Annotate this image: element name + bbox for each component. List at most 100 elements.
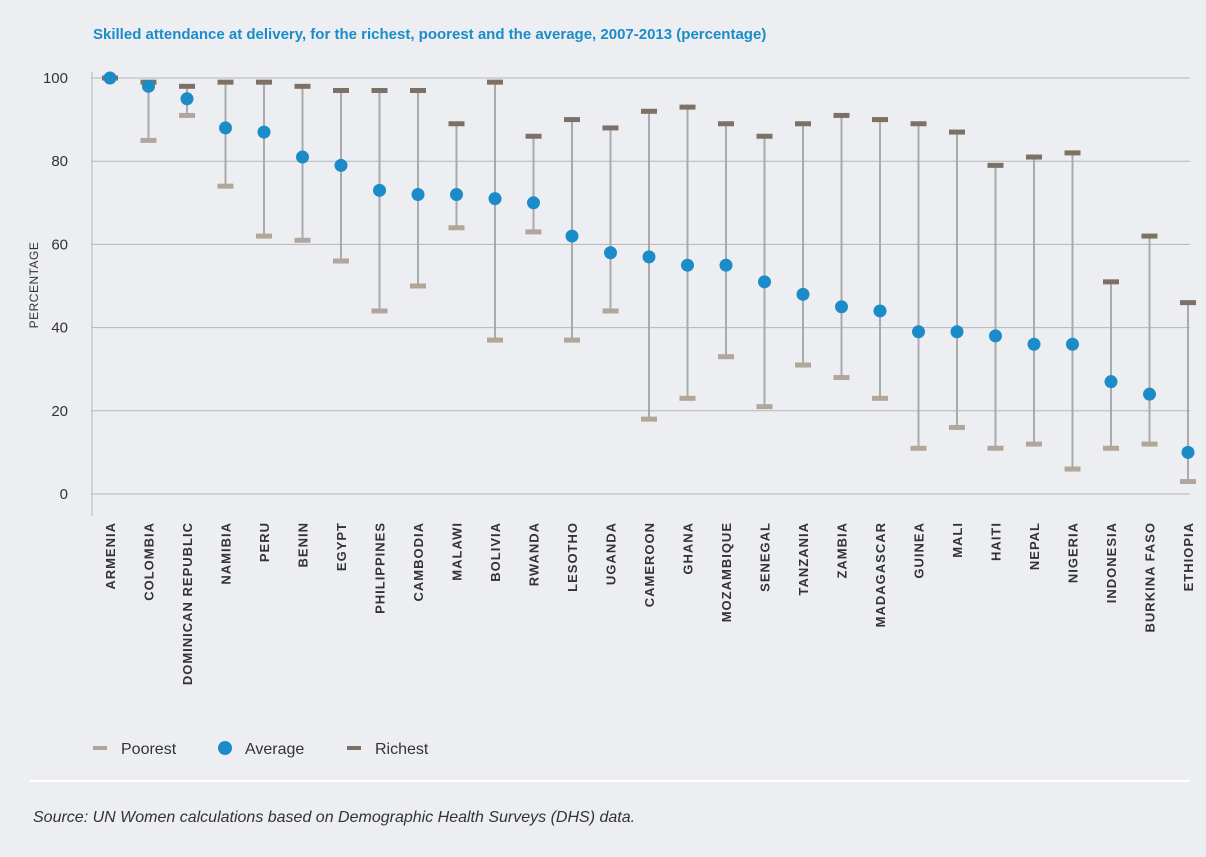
- legend-poorest-label: Poorest: [121, 741, 177, 758]
- poorest-mark-nigeria: [1064, 466, 1081, 472]
- x-tick-label-armenia: ARMENIA: [103, 522, 118, 590]
- average-point-namibia: [219, 121, 232, 135]
- grid-lines: [91, 72, 1190, 516]
- x-tick-label-egypt: EGYPT: [334, 522, 349, 571]
- x-tick-label-namibia: NAMIBIA: [219, 522, 234, 585]
- average-point-senegal: [758, 275, 771, 289]
- x-tick-label-haiti: HAITI: [989, 522, 1004, 561]
- chart-title: Skilled attendance at delivery, for the …: [93, 26, 766, 43]
- richest-mark-ethiopia: [1180, 300, 1196, 306]
- richest-mark-nepal: [1026, 154, 1042, 160]
- richest-mark-senegal: [756, 133, 773, 139]
- average-point-malawi: [450, 187, 463, 201]
- poorest-mark-malawi: [448, 225, 465, 231]
- poorest-mark-madagascar: [872, 395, 888, 401]
- x-tick-label-rwanda: RWANDA: [527, 522, 542, 586]
- richest-mark-mozambique: [718, 121, 734, 127]
- average-point-dominican-republic: [180, 92, 194, 106]
- richest-mark-benin: [294, 83, 311, 89]
- poorest-mark-mali: [949, 424, 965, 430]
- x-tick-label-tanzania: TANZANIA: [796, 522, 811, 595]
- poorest-mark-burkina-faso: [1141, 441, 1158, 447]
- average-point-armenia: [103, 71, 117, 85]
- x-tick-label-indonesia: INDONESIA: [1104, 522, 1119, 603]
- poorest-mark-ghana: [679, 395, 696, 401]
- y-tick-label-40: 40: [51, 320, 68, 337]
- poorest-mark-egypt: [333, 258, 349, 264]
- average-point-lesotho: [565, 229, 579, 243]
- legend-item-poorest: Poorest: [93, 741, 177, 758]
- poorest-mark-mozambique: [718, 354, 734, 360]
- richest-mark-guinea: [910, 121, 927, 127]
- average-point-ghana: [681, 258, 694, 272]
- legend-richest-swatch: [347, 746, 361, 750]
- poorest-mark-colombia: [140, 137, 157, 143]
- y-tick-label-100: 100: [43, 70, 68, 87]
- richest-mark-ghana: [679, 104, 696, 110]
- richest-mark-malawi: [448, 121, 465, 127]
- y-axis-label: PERCENTAGE: [27, 242, 41, 329]
- poorest-mark-philippines: [371, 308, 388, 314]
- richest-mark-cameroon: [641, 108, 657, 114]
- x-tick-label-zambia: ZAMBIA: [835, 522, 850, 579]
- richest-mark-mali: [949, 129, 965, 135]
- x-tick-label-peru: PERU: [257, 522, 272, 562]
- average-point-mali: [950, 325, 964, 339]
- y-tick-label-20: 20: [51, 403, 68, 420]
- richest-mark-uganda: [602, 125, 619, 131]
- poorest-mark-senegal: [756, 404, 773, 410]
- average-point-nepal: [1027, 337, 1041, 351]
- x-tick-label-mali: MALI: [950, 522, 965, 558]
- y-tick-label-80: 80: [51, 153, 68, 170]
- poorest-mark-uganda: [602, 308, 619, 314]
- average-point-benin: [296, 150, 309, 164]
- richest-mark-namibia: [217, 79, 234, 85]
- richest-mark-haiti: [987, 162, 1004, 168]
- poorest-mark-bolivia: [487, 337, 503, 343]
- y-tick-labels: 0 20 40 60 80 100: [43, 70, 68, 503]
- legend-item-average: Average: [218, 741, 304, 758]
- x-tick-label-ghana: GHANA: [681, 522, 696, 575]
- average-point-nigeria: [1066, 337, 1079, 351]
- average-point-madagascar: [873, 304, 887, 318]
- average-point-bolivia: [488, 192, 502, 206]
- average-point-cambodia: [411, 187, 425, 201]
- x-tick-label-cameroon: CAMEROON: [642, 522, 657, 607]
- y-tick-label-0: 0: [60, 486, 68, 503]
- average-point-ethiopia: [1181, 445, 1195, 459]
- average-point-colombia: [142, 79, 155, 93]
- richest-mark-cambodia: [410, 87, 426, 93]
- average-point-philippines: [373, 183, 386, 197]
- average-point-haiti: [989, 329, 1002, 343]
- x-tick-labels: ARMENIA COLOMBIA DOMINICAN REPUBLIC NAMIBIA…: [103, 522, 1196, 685]
- x-tick-label-nepal: NEPAL: [1027, 522, 1042, 570]
- range-lines: [147, 82, 1189, 482]
- y-tick-label-60: 60: [51, 236, 68, 253]
- richest-mark-indonesia: [1103, 279, 1119, 285]
- legend-average-swatch: [218, 741, 232, 755]
- x-tick-label-burkina-faso: BURKINA FASO: [1143, 522, 1158, 632]
- legend-average-label: Average: [245, 741, 304, 758]
- poorest-mark-guinea: [910, 445, 927, 451]
- x-tick-label-guinea: GUINEA: [912, 522, 927, 579]
- x-tick-label-ethiopia: ETHIOPIA: [1181, 522, 1196, 591]
- x-tick-label-madagascar: MADAGASCAR: [873, 522, 888, 627]
- richest-mark-zambia: [833, 112, 850, 118]
- richest-mark-egypt: [333, 87, 349, 93]
- poorest-mark-ethiopia: [1180, 479, 1196, 485]
- average-point-mozambique: [719, 258, 733, 272]
- poorest-mark-nepal: [1026, 441, 1042, 447]
- legend-item-richest: Richest: [347, 741, 429, 758]
- average-point-zambia: [835, 300, 848, 314]
- richest-mark-dominican-republic: [179, 83, 195, 89]
- data-marks: [102, 71, 1196, 485]
- x-tick-label-senegal: SENEGAL: [758, 522, 773, 592]
- average-point-egypt: [334, 158, 348, 172]
- poorest-mark-indonesia: [1103, 445, 1119, 451]
- richest-mark-burkina-faso: [1141, 233, 1158, 239]
- poorest-mark-peru: [256, 233, 272, 239]
- average-point-rwanda: [527, 196, 540, 210]
- x-tick-label-uganda: UGANDA: [604, 522, 619, 585]
- x-tick-label-mozambique: MOZAMBIQUE: [719, 522, 734, 622]
- average-point-uganda: [604, 246, 617, 260]
